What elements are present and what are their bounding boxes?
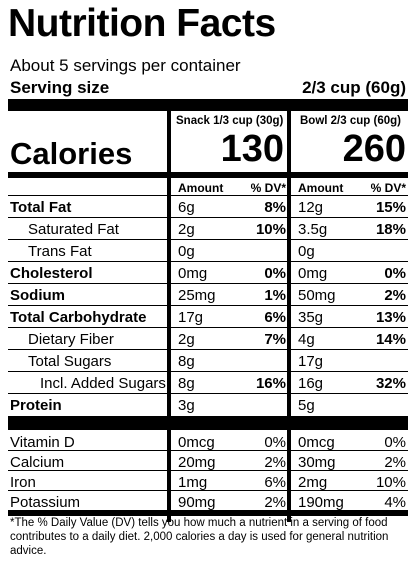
daily-value: 2%	[384, 287, 406, 304]
amount: 16g	[298, 375, 324, 392]
daily-value: 18%	[375, 221, 406, 238]
serving-size-label: Serving size	[10, 78, 110, 97]
daily-value: 4%	[384, 494, 406, 511]
row-rule	[8, 305, 408, 306]
amount: 0mcg	[178, 434, 215, 451]
row-rule	[8, 283, 408, 284]
footnote: *The % Daily Value (DV) tells you how mu…	[10, 517, 389, 557]
amount: 2g	[178, 331, 195, 348]
amount: 0mg	[298, 265, 328, 282]
amount: 4g	[298, 331, 315, 348]
amount: 190mg	[298, 494, 344, 511]
amount: 12g	[298, 199, 324, 216]
amount: 50mg	[298, 287, 336, 304]
nutrient-name: Vitamin D	[10, 434, 75, 451]
row-rule	[8, 217, 408, 218]
daily-value: 14%	[375, 331, 406, 348]
row-rule	[8, 490, 408, 491]
daily-value: 16%	[255, 375, 286, 392]
title: Nutrition Facts	[8, 2, 276, 45]
nutrient-name: Total Sugars	[28, 353, 112, 370]
amount-header: Amount	[178, 181, 224, 195]
servings: About 5 servings per container	[10, 56, 241, 75]
amount: 17g	[298, 353, 324, 370]
nutrient-name: Dietary Fiber	[28, 331, 114, 348]
amount: 17g	[178, 309, 204, 326]
dv-header: % DV*	[250, 181, 286, 195]
amount: 35g	[298, 309, 324, 326]
amount: 0g	[298, 243, 315, 260]
amount: 2mg	[298, 474, 328, 491]
medium-rule	[8, 510, 408, 516]
amount: 1mg	[178, 474, 208, 491]
nutrient-name: Saturated Fat	[28, 221, 119, 238]
nutrient-name: Total Fat	[10, 199, 72, 216]
daily-value: 8%	[264, 199, 286, 216]
daily-value: 6%	[264, 474, 286, 491]
row-rule	[8, 470, 408, 471]
row-rule	[8, 393, 408, 394]
daily-value: 2%	[264, 494, 286, 511]
nutrient-name: Total Carbohydrate	[10, 309, 147, 326]
amount: 3g	[178, 397, 195, 414]
amount: 0mg	[178, 265, 208, 282]
dv-header: % DV*	[370, 181, 406, 195]
daily-value: 0%	[264, 434, 286, 451]
serving-size-value: 2/3 cup (60g)	[302, 78, 406, 97]
daily-value: 32%	[375, 375, 406, 392]
medium-rule	[8, 172, 408, 178]
amount: 2g	[178, 221, 195, 238]
row-rule	[8, 450, 408, 451]
amount: 6g	[178, 199, 195, 216]
nutrient-name: Calcium	[10, 454, 65, 471]
nutrient-name: Trans Fat	[28, 243, 92, 260]
nutrient-name: Potassium	[10, 494, 81, 511]
row-rule	[8, 371, 408, 372]
column-divider	[287, 111, 291, 522]
amount: 8g	[178, 375, 195, 392]
nutrient-name: Iron	[10, 474, 36, 491]
column-header: Snack 1/3 cup (30g)	[176, 115, 284, 127]
amount: 30mg	[298, 454, 336, 471]
nutrient-name: Incl. Added Sugars	[40, 375, 166, 392]
daily-value: 2%	[384, 454, 406, 471]
calories-label: Calories	[10, 136, 133, 171]
amount: 8g	[178, 353, 195, 370]
daily-value: 10%	[255, 221, 286, 238]
row-rule	[8, 327, 408, 328]
amount: 20mg	[178, 454, 216, 471]
calories-value: 260	[342, 128, 406, 170]
daily-value: 15%	[375, 199, 406, 216]
amount: 0g	[178, 243, 195, 260]
daily-value: 7%	[264, 331, 286, 348]
thick-rule	[8, 416, 408, 430]
column-divider	[167, 111, 171, 522]
nutrient-name: Protein	[10, 397, 62, 414]
amount: 5g	[298, 397, 315, 414]
daily-value: 10%	[375, 474, 406, 491]
column-header: Bowl 2/3 cup (60g)	[300, 115, 401, 127]
daily-value: 13%	[375, 309, 406, 326]
daily-value: 0%	[384, 265, 406, 282]
amount: 25mg	[178, 287, 216, 304]
amount: 90mg	[178, 494, 216, 511]
amount-header: Amount	[298, 181, 344, 195]
daily-value: 6%	[264, 309, 286, 326]
row-rule	[8, 349, 408, 350]
daily-value: 1%	[264, 287, 286, 304]
daily-value: 2%	[264, 454, 286, 471]
row-rule	[8, 195, 408, 196]
nutrient-name: Cholesterol	[10, 265, 93, 282]
nutrient-name: Sodium	[10, 287, 65, 304]
daily-value: 0%	[384, 434, 406, 451]
row-rule	[8, 261, 408, 262]
amount: 3.5g	[298, 221, 328, 238]
thick-rule	[8, 99, 408, 111]
daily-value: 0%	[264, 265, 286, 282]
calories-value: 130	[220, 128, 284, 170]
amount: 0mcg	[298, 434, 335, 451]
row-rule	[8, 239, 408, 240]
